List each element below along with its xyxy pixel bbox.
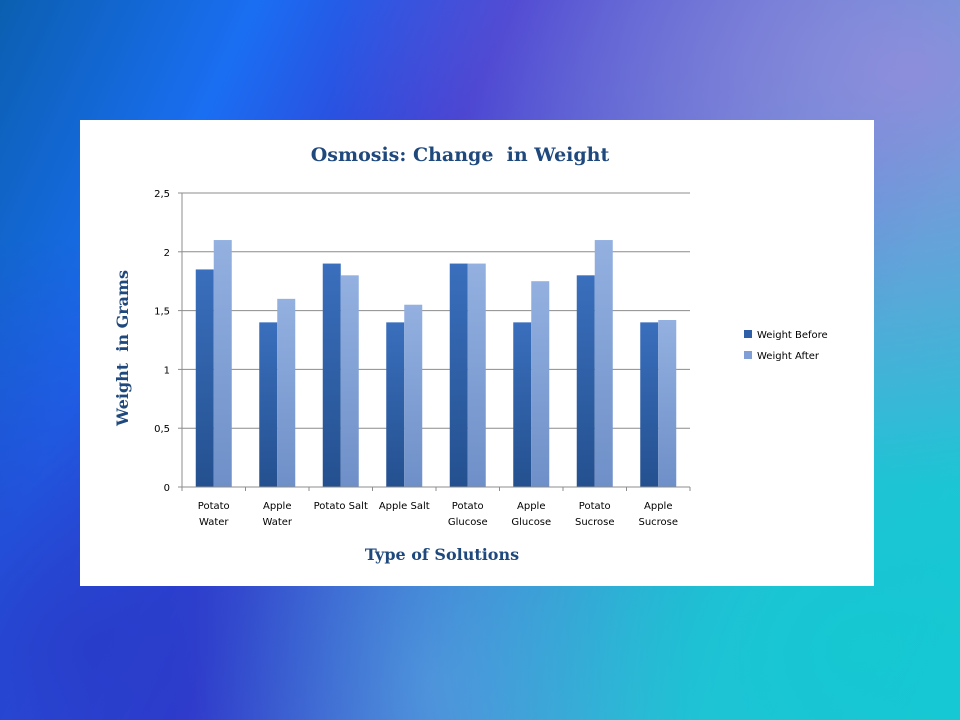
y-tick-label: 1: [164, 365, 170, 376]
legend-swatch: [744, 330, 752, 338]
bar-weight-after: [277, 298, 296, 487]
bar-weight-after: [594, 240, 613, 487]
bar-weight-after: [404, 304, 423, 487]
y-tick-label: 2,5: [154, 189, 170, 200]
bar-weight-after: [658, 320, 677, 487]
x-axis-title: Type of Solutions: [365, 545, 519, 564]
bar-weight-before: [322, 263, 341, 487]
bar-weight-before: [576, 275, 595, 487]
chart-panel: Osmosis: Change in Weight 0 0,5 1 1,5 2 2,5 P…: [80, 120, 874, 586]
bar-weight-after: [531, 281, 550, 487]
bar-weight-before: [259, 322, 278, 487]
x-tick-labels: Potato Water Apple Water Potato Salt Apple Sa…: [181, 487, 691, 528]
legend-label: Weight Before: [757, 330, 828, 341]
bar-weight-after: [467, 263, 486, 487]
legend: Weight Before Weight After: [744, 330, 828, 362]
y-tick-label: 2: [164, 248, 170, 259]
y-tick-label: 0,5: [154, 424, 170, 435]
bar-weight-after: [213, 240, 232, 487]
axes: [181, 193, 690, 488]
x-tick-label: Apple Glucose: [511, 501, 551, 528]
bar-weight-before: [449, 263, 468, 487]
bar-chart: Osmosis: Change in Weight 0 0,5 1 1,5 2 2,5 P…: [113, 144, 828, 564]
y-tick-label: 0: [164, 483, 170, 494]
x-tick-label: Apple Water: [262, 501, 292, 528]
x-tick-label: Potato Sucrose: [575, 501, 615, 528]
y-axis-title: Weight in Grams: [113, 270, 132, 427]
bars: [195, 240, 677, 487]
x-tick-label: Apple Sucrose: [638, 501, 678, 528]
bar-weight-before: [640, 322, 659, 487]
chart-title: Osmosis: Change in Weight: [311, 144, 610, 166]
bar-weight-after: [340, 275, 359, 487]
x-tick-label: Apple Salt: [379, 501, 430, 512]
y-tick-labels: 0 0,5 1 1,5 2 2,5: [154, 189, 182, 494]
gridlines: [182, 192, 690, 429]
x-tick-label: Potato Salt: [314, 501, 368, 512]
bar-weight-before: [195, 269, 214, 487]
y-tick-label: 1,5: [154, 307, 170, 318]
legend-swatch: [744, 351, 752, 359]
legend-label: Weight After: [757, 351, 820, 362]
bar-weight-before: [386, 322, 405, 487]
x-tick-label: Potato Water: [198, 501, 230, 528]
x-tick-label: Potato Glucose: [448, 501, 488, 528]
bar-weight-before: [513, 322, 532, 487]
